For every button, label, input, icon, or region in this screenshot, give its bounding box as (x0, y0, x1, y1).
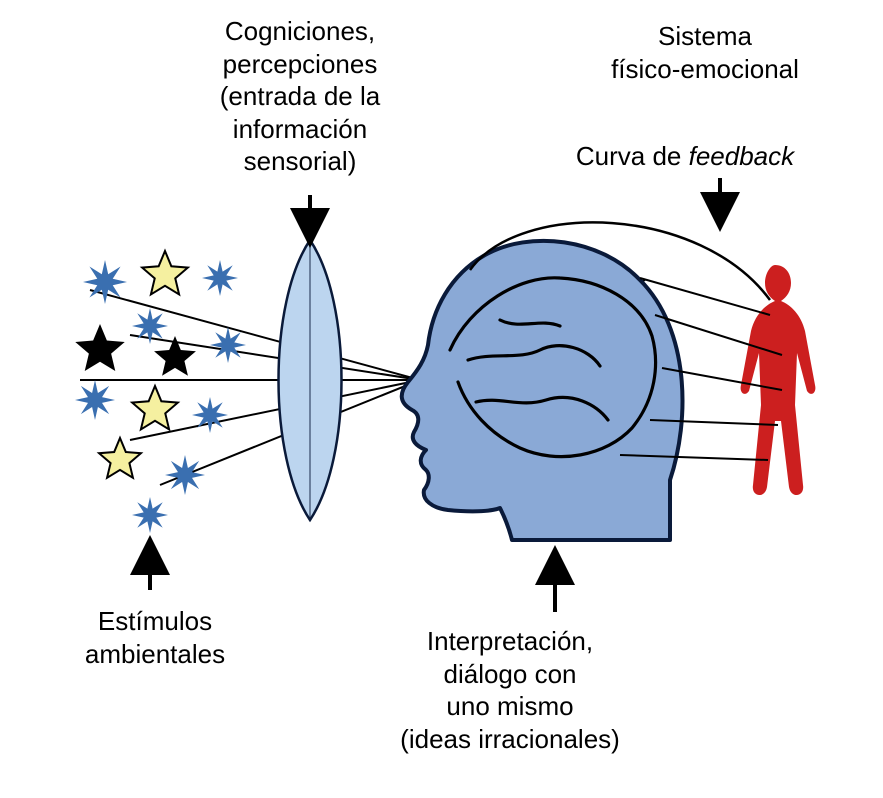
star-icon (154, 336, 196, 376)
star-icon (132, 386, 178, 429)
human-body-icon (741, 265, 816, 495)
diagram-canvas (0, 0, 883, 798)
star-icon (165, 455, 205, 495)
head-silhouette (402, 241, 683, 540)
star-icon (83, 260, 127, 304)
star-icon (142, 251, 188, 294)
star-icon (75, 380, 115, 420)
star-icon (192, 397, 228, 433)
star-icon (210, 327, 246, 363)
star-icon (202, 260, 238, 296)
lens-icon (279, 240, 342, 520)
star-icon (99, 438, 141, 478)
star-icon (132, 308, 168, 344)
star-icon (132, 497, 168, 533)
star-icon (75, 324, 124, 371)
